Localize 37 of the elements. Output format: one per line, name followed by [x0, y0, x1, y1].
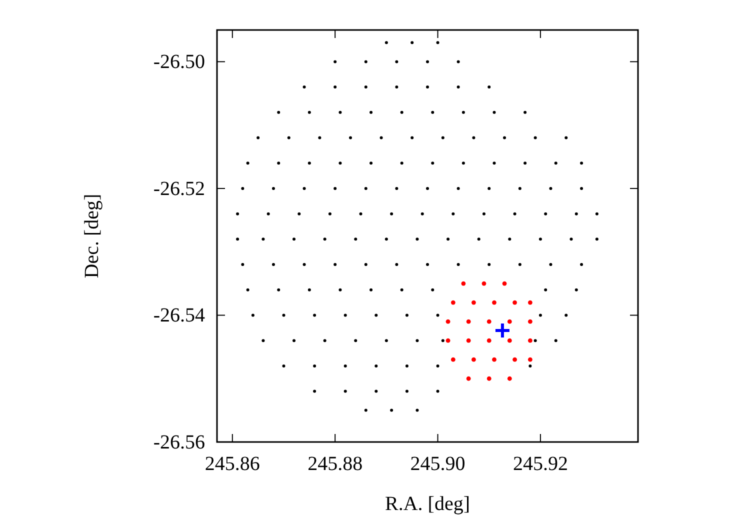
point [507, 376, 512, 381]
point [486, 338, 492, 343]
point [466, 376, 471, 381]
point [450, 300, 456, 305]
point [528, 319, 532, 324]
y-tick-label: -26.50 [153, 51, 205, 74]
x-axis-title: R.A. [deg] [385, 493, 470, 515]
point [512, 300, 517, 305]
point [472, 300, 476, 305]
point [466, 338, 471, 343]
point [450, 357, 456, 362]
point [502, 281, 507, 286]
x-tick-label: 245.90 [410, 453, 466, 476]
x-tick-label: 245.92 [512, 453, 568, 476]
point [528, 338, 532, 343]
point [461, 281, 466, 286]
point [486, 319, 492, 324]
point [492, 357, 496, 362]
point [494, 322, 511, 339]
point [507, 338, 512, 343]
x-tick-label: 245.88 [308, 453, 363, 476]
point [472, 357, 476, 362]
point [446, 319, 450, 324]
x-tick-label: 245.86 [204, 453, 260, 476]
point [486, 376, 492, 381]
point [482, 281, 486, 286]
y-tick-label: -26.56 [153, 431, 205, 454]
point [492, 300, 496, 305]
point [466, 319, 471, 324]
y-axis-title: Dec. [deg] [81, 194, 103, 278]
point [446, 338, 450, 343]
point [528, 300, 532, 305]
point [512, 357, 517, 362]
y-tick-label: -26.52 [153, 178, 205, 200]
point [528, 357, 532, 362]
point [507, 319, 512, 324]
y-tick-label: -26.54 [153, 304, 205, 327]
